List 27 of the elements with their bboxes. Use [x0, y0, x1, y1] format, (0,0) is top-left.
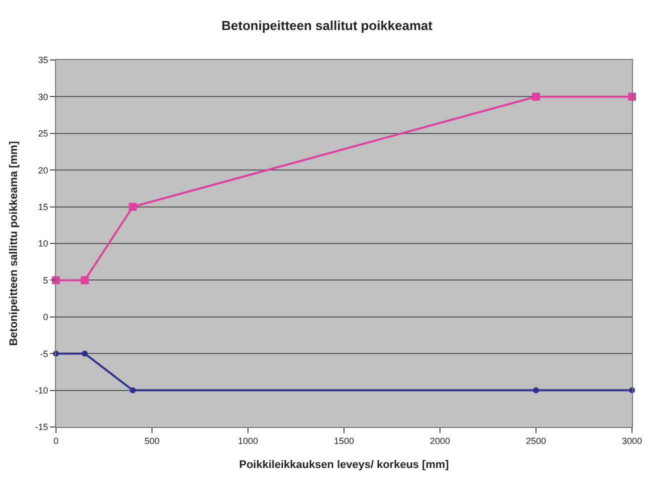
y-tick-label: -10: [35, 385, 48, 396]
point: [128, 202, 137, 211]
y-tick-label: 10: [38, 238, 48, 249]
x-tick-label: 500: [144, 436, 160, 446]
y-tick-label: -15: [35, 422, 48, 432]
point: [533, 387, 539, 394]
y-tick-label: -5: [40, 348, 48, 359]
point: [130, 387, 136, 394]
y-axis-title: Betonipeitteen sallittu poikkeama [mm]: [8, 140, 20, 346]
x-tick-label: 1000: [238, 436, 258, 446]
point: [532, 92, 540, 101]
x-tick-label: 1500: [334, 436, 354, 446]
x-tick-label: 2000: [430, 436, 450, 446]
y-tick-label: 5: [43, 275, 48, 286]
y-tick-label: 25: [38, 128, 48, 139]
x-tick-label: 3000: [622, 436, 642, 446]
y-tick-label: 0: [43, 312, 48, 322]
x-axis-title: Poikkileikkauksen leveys/ korkeus [mm]: [239, 459, 450, 471]
x-tick-label: 0: [53, 436, 59, 446]
y-tick-label: 30: [38, 92, 48, 102]
point: [80, 276, 89, 284]
chart-title: Betonipeitteen sallitut poikkeamat: [222, 18, 434, 33]
x-tick-label: 2500: [526, 436, 546, 446]
point: [82, 350, 88, 357]
y-tick-label: 15: [38, 202, 48, 212]
y-tick-label: 20: [38, 165, 48, 176]
y-tick-label: 35: [38, 55, 48, 66]
